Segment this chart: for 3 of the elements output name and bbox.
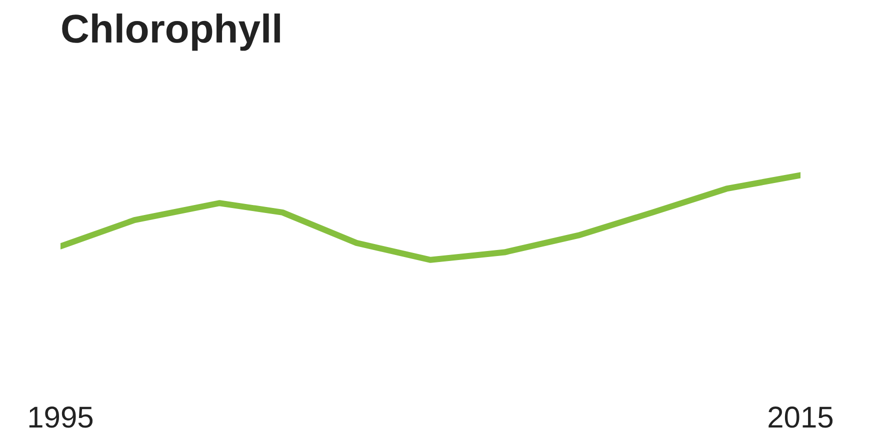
chart-title: Chlorophyll (60, 8, 283, 52)
x-tick-label: 1995 (27, 402, 94, 434)
x-tick-label: 2015 (767, 402, 834, 434)
